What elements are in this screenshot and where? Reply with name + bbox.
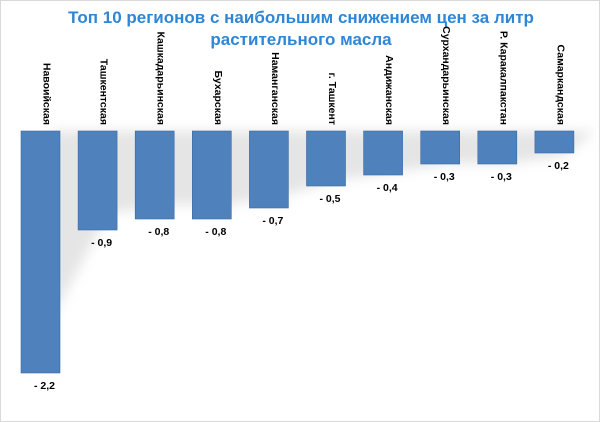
data-label-3: - 0,8 bbox=[148, 226, 169, 238]
category-label-3: Кашкадарьинская bbox=[155, 32, 167, 125]
category-label-1: Навоийская bbox=[41, 63, 53, 125]
bar-4 bbox=[192, 130, 232, 220]
category-label-2: Ташкентская bbox=[98, 59, 110, 125]
bar-shadow-layer bbox=[51, 131, 595, 321]
data-label-7: - 0,4 bbox=[377, 182, 398, 194]
category-label-7: Андижанская bbox=[383, 55, 395, 125]
bars-layer bbox=[20, 130, 575, 374]
bar-1 bbox=[20, 130, 61, 374]
chart-title: Топ 10 регионов с наибольшим снижением ц… bbox=[1, 7, 600, 51]
bar-shadow bbox=[51, 131, 595, 321]
data-label-2: - 0,9 bbox=[91, 237, 112, 249]
bar-5 bbox=[249, 130, 289, 209]
data-label-4: - 0,8 bbox=[205, 226, 226, 238]
data-label-10: - 0,2 bbox=[548, 160, 569, 172]
category-label-10: Самаркандская bbox=[554, 45, 566, 125]
category-label-5: Наманганская bbox=[269, 52, 281, 125]
bar-9 bbox=[477, 130, 518, 165]
bar-2 bbox=[77, 130, 118, 231]
chart-title-line-2: растительного масла bbox=[210, 30, 392, 49]
bar-6 bbox=[306, 130, 346, 187]
data-label-9: - 0,3 bbox=[491, 171, 512, 183]
bar-10 bbox=[534, 130, 575, 154]
labels-layer: Навоийская - 2,2 Ташкентская - 0,9 Кашкадарь… bbox=[34, 26, 569, 392]
data-label-6: - 0,5 bbox=[319, 193, 340, 205]
data-label-1: - 2,2 bbox=[34, 380, 55, 392]
data-label-5: - 0,7 bbox=[262, 215, 283, 227]
bar-3 bbox=[134, 130, 175, 220]
data-label-8: - 0,3 bbox=[434, 171, 455, 183]
category-label-8: Сурхандарьинская bbox=[440, 26, 452, 125]
bar-8 bbox=[420, 130, 461, 165]
chart-title-line-1: Топ 10 регионов с наибольшим снижением ц… bbox=[68, 8, 534, 27]
category-label-6: г. Ташкент bbox=[326, 73, 338, 125]
category-label-9: Р. Каракалпакстан bbox=[497, 31, 509, 125]
category-label-4: Бухарская bbox=[212, 70, 224, 125]
bar-7 bbox=[363, 130, 403, 176]
